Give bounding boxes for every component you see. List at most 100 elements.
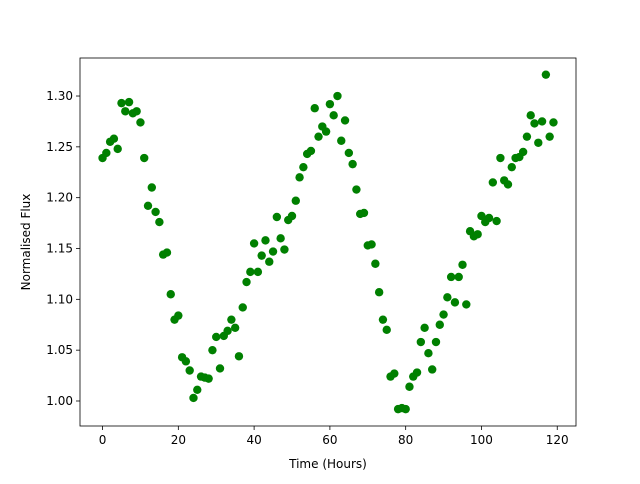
point xyxy=(124,97,134,107)
point xyxy=(204,374,213,383)
point xyxy=(189,393,198,403)
point xyxy=(143,201,153,211)
y-tick-label: 1.20 xyxy=(46,191,73,205)
point xyxy=(208,345,217,355)
point xyxy=(352,185,361,194)
point xyxy=(306,146,316,156)
point xyxy=(310,104,319,113)
point xyxy=(522,132,532,141)
point xyxy=(382,325,391,335)
point xyxy=(446,272,456,282)
point xyxy=(147,183,157,192)
point xyxy=(541,70,551,79)
point xyxy=(234,352,244,361)
point xyxy=(431,337,441,347)
point xyxy=(340,116,350,125)
point xyxy=(261,236,270,245)
point xyxy=(121,107,130,116)
x-axis-label: Time (Hours) xyxy=(288,457,367,471)
y-tick-label: 1.00 xyxy=(46,394,73,408)
point xyxy=(359,208,369,218)
point xyxy=(314,132,323,141)
point xyxy=(518,147,528,157)
point xyxy=(537,117,547,126)
point xyxy=(238,303,247,312)
point xyxy=(378,315,388,324)
point xyxy=(268,247,278,256)
point xyxy=(462,300,471,309)
point xyxy=(374,288,384,297)
point xyxy=(450,298,460,307)
point xyxy=(140,153,149,163)
y-tick-label: 1.15 xyxy=(46,242,73,256)
point xyxy=(348,159,357,169)
point xyxy=(166,290,175,299)
point xyxy=(299,162,308,172)
point xyxy=(401,404,410,414)
point xyxy=(181,357,191,366)
point xyxy=(405,382,414,391)
point xyxy=(295,173,304,182)
point xyxy=(488,178,498,187)
point xyxy=(246,267,255,277)
x-tick-label: 20 xyxy=(171,433,186,447)
point xyxy=(257,251,266,260)
point xyxy=(439,310,448,319)
point xyxy=(185,366,194,375)
x-tick-label: 60 xyxy=(322,433,337,447)
y-tick-label: 1.05 xyxy=(46,343,73,357)
point xyxy=(325,99,335,109)
point xyxy=(344,148,354,158)
point xyxy=(428,365,437,374)
point xyxy=(162,248,172,257)
point xyxy=(333,91,342,101)
point xyxy=(526,111,535,120)
y-tick-label: 1.10 xyxy=(46,292,73,306)
point xyxy=(230,323,240,332)
point xyxy=(454,272,463,282)
point xyxy=(530,119,539,128)
point xyxy=(113,144,122,154)
point xyxy=(473,230,482,239)
y-tick-label: 1.30 xyxy=(46,89,73,103)
point xyxy=(435,320,444,329)
point xyxy=(458,260,467,269)
point xyxy=(496,153,505,163)
point xyxy=(503,180,513,189)
point xyxy=(193,385,202,395)
point xyxy=(477,211,486,221)
point xyxy=(321,127,331,136)
point xyxy=(492,216,501,226)
point xyxy=(287,211,297,221)
point xyxy=(227,315,236,324)
point xyxy=(102,148,111,158)
point xyxy=(549,118,558,127)
point xyxy=(272,212,282,222)
x-tick-label: 100 xyxy=(470,433,493,447)
point xyxy=(174,311,183,320)
point xyxy=(151,207,160,217)
point xyxy=(367,240,376,249)
point xyxy=(371,259,380,268)
x-tick-label: 120 xyxy=(546,433,569,447)
point xyxy=(265,257,274,266)
point xyxy=(329,111,338,120)
point xyxy=(416,337,426,347)
point xyxy=(253,267,263,277)
point xyxy=(136,118,145,127)
point xyxy=(215,364,225,373)
point xyxy=(534,138,543,147)
y-tick-label: 1.25 xyxy=(46,140,73,154)
point xyxy=(280,245,289,254)
point xyxy=(276,234,285,243)
x-tick-label: 40 xyxy=(246,433,261,447)
point xyxy=(507,162,516,172)
point xyxy=(424,349,433,358)
point xyxy=(337,136,346,145)
point xyxy=(132,107,141,116)
point xyxy=(249,239,259,248)
point xyxy=(545,132,554,141)
y-axis-label: Normalised Flux xyxy=(19,194,33,291)
